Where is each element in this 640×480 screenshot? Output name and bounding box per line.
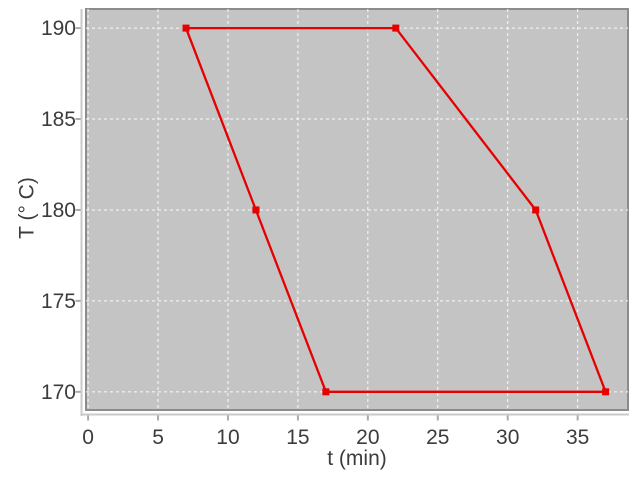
x-tick-label: 5 <box>152 426 164 449</box>
data-point-marker <box>532 206 540 214</box>
x-tick-label: 20 <box>356 426 379 449</box>
y-tick-label: 175 <box>41 290 76 313</box>
y-tick-label: 180 <box>41 199 76 222</box>
x-tick-label: 10 <box>216 426 239 449</box>
x-tick-label: 15 <box>286 426 309 449</box>
x-tick-label: 25 <box>426 426 449 449</box>
y-tick-label: 190 <box>41 17 76 40</box>
data-point-marker <box>182 24 190 32</box>
data-point-marker <box>252 206 260 214</box>
data-point-marker <box>602 388 610 396</box>
x-tick-label: 30 <box>496 426 519 449</box>
x-tick-label: 35 <box>566 426 589 449</box>
y-axis-title: T (° C) <box>15 177 39 239</box>
y-tick-label: 185 <box>41 108 76 131</box>
y-tick-label: 170 <box>41 381 76 404</box>
data-point-marker <box>322 388 330 396</box>
x-axis-title: t (min) <box>327 447 387 470</box>
x-tick-label: 0 <box>82 426 94 449</box>
data-point-marker <box>392 24 400 32</box>
